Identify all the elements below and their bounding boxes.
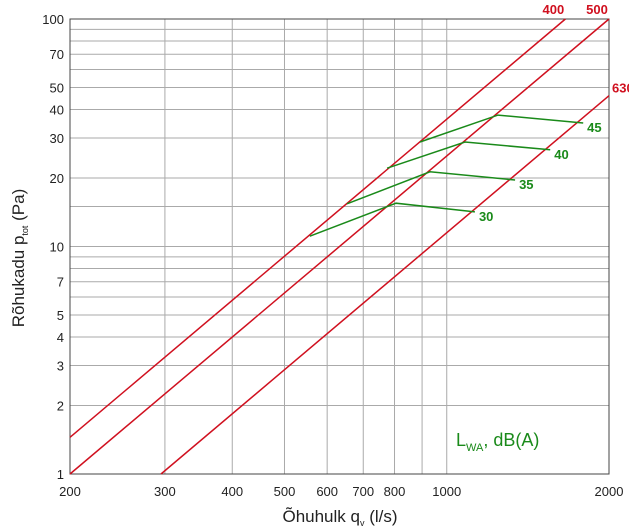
series-line — [69, 18, 610, 475]
y-tick-label: 3 — [57, 358, 64, 373]
x-tick-label: 700 — [352, 484, 374, 499]
x-tick-label: 200 — [59, 484, 81, 499]
series-line — [419, 114, 584, 143]
y-tick-label: 70 — [50, 47, 64, 62]
series-line — [346, 171, 516, 205]
x-tick-label: 800 — [384, 484, 406, 499]
x-title-sub: v — [360, 518, 365, 528]
x-tick-label: 400 — [221, 484, 243, 499]
y-axis-title: Rõhukadu ptot (Pa) — [9, 189, 30, 328]
series-label: 30 — [479, 209, 493, 224]
plot-border — [69, 18, 610, 475]
x-title-unit: (l/s) — [364, 507, 397, 526]
y-tick-label: 1 — [57, 467, 64, 482]
x-tick-label: 300 — [154, 484, 176, 499]
annotation-main: L — [456, 430, 466, 450]
y-tick-label: 40 — [50, 103, 64, 118]
annotation-unit: , dB(A) — [483, 430, 539, 450]
series-line — [309, 202, 475, 237]
y-tick-label: 7 — [57, 275, 64, 290]
series-label: 630 — [612, 81, 629, 96]
series-label: 400 — [543, 2, 565, 17]
y-tick-label: 5 — [57, 308, 64, 323]
y-tick-label: 10 — [50, 240, 64, 255]
y-tick-label: 30 — [50, 131, 64, 146]
y-title-main: Rõhukadu p — [9, 236, 28, 328]
y-tick-label: 4 — [57, 330, 64, 345]
y-title-sub: tot — [20, 225, 30, 236]
series-label: 45 — [587, 120, 601, 135]
x-axis-title: Õhuhulk qv (l/s) — [282, 507, 397, 528]
annotation: LWA, dB(A) — [456, 430, 539, 454]
y-title-unit: (Pa) — [9, 189, 28, 226]
y-tick-label: 20 — [50, 171, 64, 186]
y-tick-label: 50 — [50, 80, 64, 95]
x-tick-label: 600 — [316, 484, 338, 499]
annotation-sub: WA — [466, 442, 484, 454]
series-label: 500 — [586, 2, 608, 17]
x-tick-label: 500 — [274, 484, 296, 499]
y-tick-label: 2 — [57, 399, 64, 414]
x-title-main: Õhuhulk q — [282, 507, 360, 526]
series-line — [386, 141, 551, 169]
series-label: 35 — [519, 177, 533, 192]
y-tick-label: 100 — [42, 12, 64, 27]
series-line — [69, 18, 566, 438]
series-line — [160, 95, 610, 475]
series-label: 40 — [554, 147, 568, 162]
x-tick-label: 1000 — [432, 484, 461, 499]
x-tick-label: 2000 — [595, 484, 624, 499]
